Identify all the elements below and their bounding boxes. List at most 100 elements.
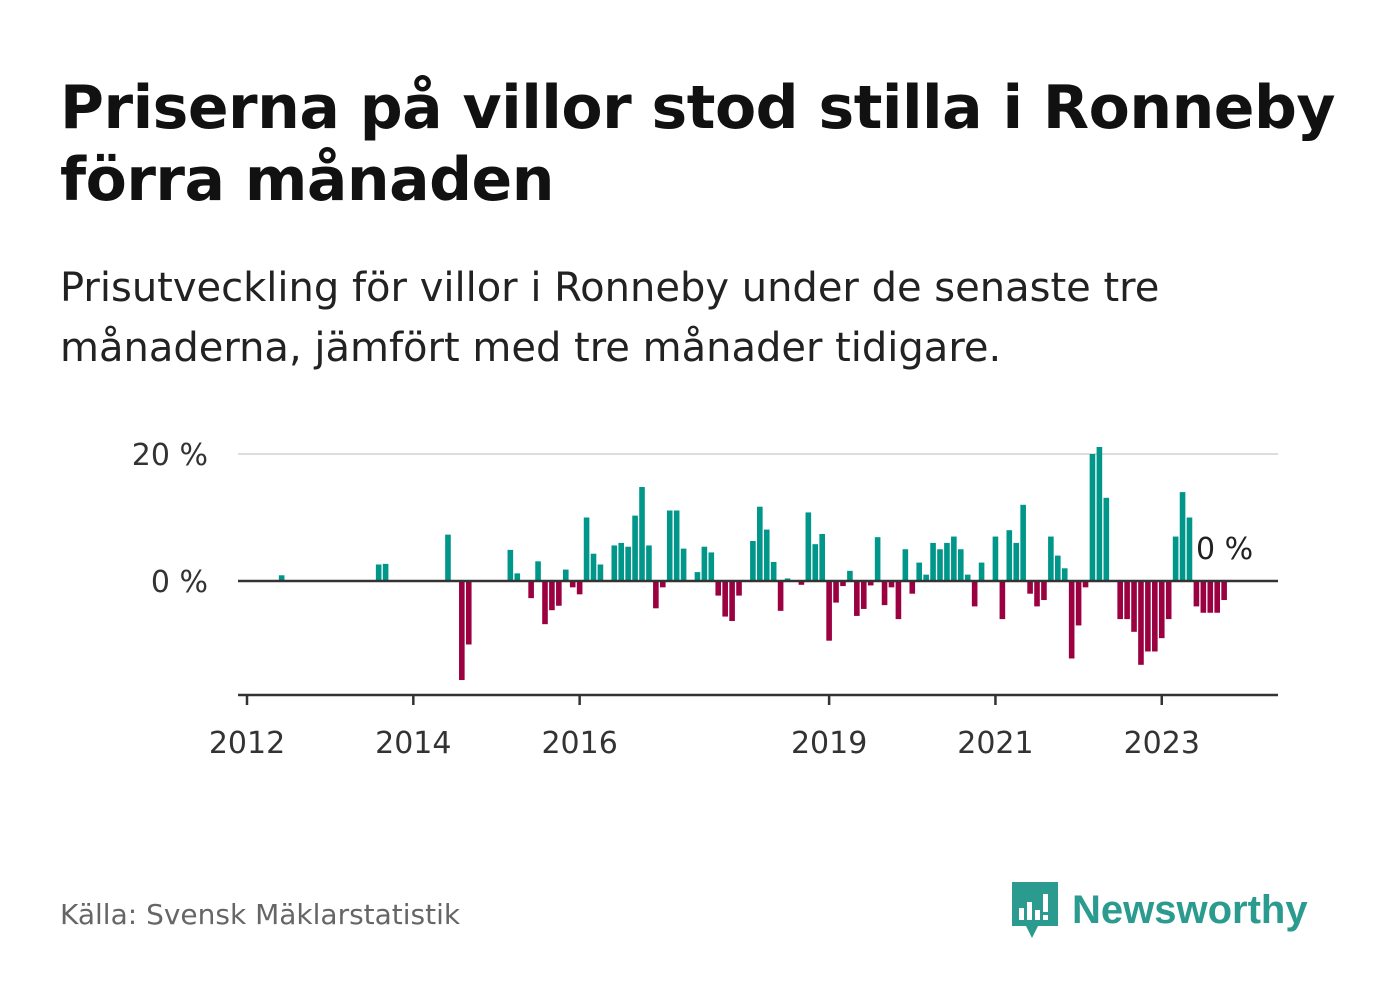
bar xyxy=(653,581,659,609)
bar xyxy=(1179,492,1186,581)
bar xyxy=(763,529,770,581)
bar xyxy=(902,549,909,581)
bar xyxy=(701,546,708,581)
bar xyxy=(1131,581,1137,632)
bar xyxy=(382,563,389,581)
bar xyxy=(1048,536,1054,581)
bar xyxy=(1214,581,1220,613)
bar xyxy=(1103,497,1110,581)
bar xyxy=(888,581,895,588)
bar xyxy=(957,549,964,581)
bar xyxy=(1221,581,1227,601)
bar xyxy=(445,534,451,581)
bar xyxy=(562,569,569,581)
bar xyxy=(964,574,971,581)
bar xyxy=(639,487,645,581)
bar xyxy=(909,581,916,594)
bar xyxy=(528,581,534,599)
bar xyxy=(507,549,514,581)
bar xyxy=(1055,555,1061,581)
bar xyxy=(944,542,950,581)
y-tick-label: 20 % xyxy=(132,438,208,473)
bar xyxy=(1089,454,1096,581)
bar xyxy=(757,506,763,581)
bar xyxy=(736,581,742,596)
bar xyxy=(937,549,943,581)
bar xyxy=(1006,530,1013,581)
bar xyxy=(673,510,680,581)
bar xyxy=(556,581,562,606)
bar xyxy=(951,536,957,581)
bar xyxy=(660,581,666,588)
y-tick-label: 0 % xyxy=(151,565,208,600)
bar xyxy=(1145,581,1151,652)
bar xyxy=(597,564,604,581)
chart-title: Priserna på villor stod stilla i Ronneby… xyxy=(60,73,1336,215)
bar xyxy=(1034,581,1040,607)
bar xyxy=(1172,536,1179,581)
bar xyxy=(1027,581,1033,594)
x-tick-label: 2014 xyxy=(375,726,451,761)
chart-subtitle: Prisutveckling för villor i Ronneby unde… xyxy=(60,265,1160,371)
bar xyxy=(840,581,846,587)
bar xyxy=(854,581,860,616)
bar xyxy=(1124,581,1130,620)
bar xyxy=(632,515,638,582)
bar xyxy=(1200,581,1207,613)
brand-name: Newsworthy xyxy=(1072,887,1308,932)
newsworthy-logo-icon xyxy=(1012,882,1058,938)
x-tick-label: 2021 xyxy=(957,726,1033,761)
bar xyxy=(1041,581,1047,601)
bar xyxy=(1013,542,1020,581)
bar xyxy=(1207,581,1214,613)
bar xyxy=(798,581,805,585)
x-tick-label: 2012 xyxy=(209,726,285,761)
bar xyxy=(549,581,555,611)
bar xyxy=(916,562,923,581)
bar xyxy=(611,545,618,581)
bar xyxy=(1068,581,1075,659)
bar xyxy=(930,542,936,581)
bar xyxy=(1061,568,1068,581)
bar xyxy=(722,581,728,617)
axes xyxy=(238,579,1278,705)
bar xyxy=(999,581,1006,620)
bar xyxy=(646,545,652,581)
bar xyxy=(1117,581,1123,620)
source-note: Källa: Svensk Mäklarstatistik xyxy=(60,898,461,931)
bar xyxy=(590,553,597,581)
bar xyxy=(1138,581,1144,665)
bar xyxy=(750,541,756,581)
bar xyxy=(881,581,888,606)
bar xyxy=(819,534,825,581)
bar xyxy=(625,546,631,581)
bar xyxy=(805,512,812,581)
x-tick-label: 2016 xyxy=(541,726,617,761)
bar xyxy=(847,570,853,581)
bar xyxy=(867,581,874,586)
bar xyxy=(992,536,999,581)
end-value-label: 0 % xyxy=(1196,532,1253,567)
bar xyxy=(729,581,735,621)
bar-chart: 20 % 0 % 2012 2014 2016 2019 2021 2023 0 % xyxy=(132,438,1278,761)
bar xyxy=(826,581,832,641)
bar xyxy=(1082,581,1089,588)
bar xyxy=(666,510,673,581)
bar xyxy=(1158,581,1165,639)
bar xyxy=(459,581,465,681)
brand-logo: Newsworthy xyxy=(1010,878,1308,942)
bar xyxy=(1186,517,1193,581)
bars xyxy=(278,447,1227,681)
bar xyxy=(784,578,791,581)
bar xyxy=(278,575,285,581)
bar xyxy=(680,548,687,581)
bar xyxy=(1193,581,1200,607)
bar xyxy=(833,581,839,603)
bar xyxy=(583,517,590,581)
bar xyxy=(770,561,777,581)
bar xyxy=(535,561,541,581)
x-tick-label: 2023 xyxy=(1124,726,1200,761)
bar xyxy=(618,542,625,581)
bar xyxy=(715,581,722,596)
bar xyxy=(971,581,978,607)
